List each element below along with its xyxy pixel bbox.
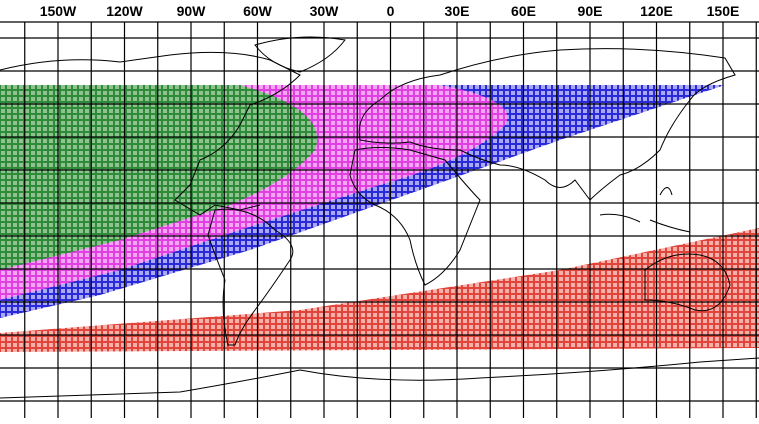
longitude-label: 120W <box>106 3 143 19</box>
coast-indonesia <box>599 187 691 233</box>
swath-green <box>0 85 318 270</box>
coast-greenland <box>254 36 346 73</box>
coast-antarctica <box>0 357 759 399</box>
coastlines <box>0 36 759 399</box>
coast-north-america <box>0 51 301 216</box>
longitude-label: 120E <box>640 3 673 19</box>
longitude-label: 150W <box>40 3 77 19</box>
swath-red <box>0 228 759 352</box>
longitude-label: 60E <box>511 3 536 19</box>
grid <box>0 21 759 418</box>
longitude-label: 90W <box>177 3 207 19</box>
longitude-labels: 150W 120W 90W 60W 30W 0 30E 60E 90E 120E 150E <box>40 3 740 19</box>
coast-australia <box>644 253 731 312</box>
longitude-label: 0 <box>387 3 395 19</box>
longitude-label: 150E <box>707 3 740 19</box>
longitude-label: 30E <box>445 3 470 19</box>
coast-south-america <box>207 208 294 346</box>
longitude-label: 90E <box>578 3 603 19</box>
swaths <box>0 85 759 352</box>
longitude-label: 30W <box>310 3 340 19</box>
coast-africa <box>349 147 481 286</box>
longitude-label: 60W <box>243 3 273 19</box>
coast-europe-asia <box>358 48 736 201</box>
